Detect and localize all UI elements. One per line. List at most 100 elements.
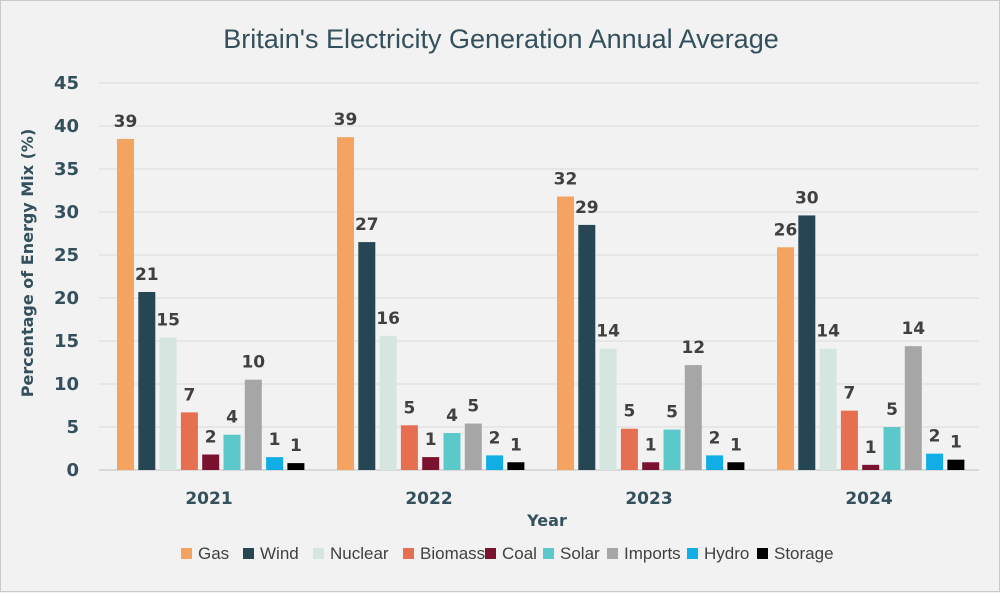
data-label-biomass-2022: 5 xyxy=(403,398,415,418)
data-label-wind-2021: 21 xyxy=(135,265,159,285)
bar-imports-2023 xyxy=(684,365,702,470)
bar-storage-2024 xyxy=(947,459,965,470)
bar-solar-2024 xyxy=(883,427,901,470)
y-tick-label: 30 xyxy=(54,202,79,223)
bar-imports-2022 xyxy=(464,423,482,470)
data-label-gas-2022: 39 xyxy=(334,110,358,130)
bar-storage-2021 xyxy=(287,463,305,470)
legend-label-gas: Gas xyxy=(198,544,229,563)
bar-nuclear-2022 xyxy=(379,335,397,470)
legend: Gas Wind Nuclear Biomass Coal Solar Imports Hyd… xyxy=(181,544,834,563)
legend-label-imports: Imports xyxy=(624,544,681,563)
y-tick-label: 35 xyxy=(54,159,79,180)
data-label-imports-2021: 10 xyxy=(241,353,265,373)
bars xyxy=(117,137,965,470)
x-axis-label: Year xyxy=(526,511,567,530)
bar-biomass-2022 xyxy=(400,425,418,470)
bar-nuclear-2024 xyxy=(819,348,837,470)
data-label-coal-2021: 2 xyxy=(205,428,217,448)
y-tick-label: 5 xyxy=(66,417,79,438)
legend-swatch-storage xyxy=(757,548,768,559)
data-label-solar-2024: 5 xyxy=(886,400,898,420)
x-tick-label: 2021 xyxy=(185,489,232,509)
bar-solar-2023 xyxy=(663,429,681,470)
bar-wind-2021 xyxy=(138,291,156,470)
legend-swatch-wind xyxy=(243,548,254,559)
y-tick-label: 20 xyxy=(54,288,79,309)
y-tick-label: 45 xyxy=(54,73,79,94)
legend-label-storage: Storage xyxy=(774,544,834,563)
x-tick-label: 2024 xyxy=(845,489,892,509)
data-label-storage-2024: 1 xyxy=(950,433,962,453)
data-label-nuclear-2021: 15 xyxy=(156,311,180,331)
bar-wind-2022 xyxy=(358,242,376,470)
data-label-coal-2022: 1 xyxy=(425,430,437,450)
bar-coal-2021 xyxy=(202,454,220,470)
legend-swatch-hydro xyxy=(687,548,698,559)
data-label-storage-2023: 1 xyxy=(730,435,742,455)
data-label-nuclear-2023: 14 xyxy=(596,322,620,342)
data-label-storage-2021: 1 xyxy=(290,436,302,456)
legend-swatch-nuclear xyxy=(313,548,324,559)
data-label-imports-2023: 12 xyxy=(681,338,705,358)
bar-imports-2024 xyxy=(904,346,922,470)
data-label-biomass-2023: 5 xyxy=(623,402,635,422)
bar-solar-2021 xyxy=(223,434,241,470)
y-tick-label: 15 xyxy=(54,331,79,352)
data-label-nuclear-2024: 14 xyxy=(816,322,840,342)
bar-hydro-2023 xyxy=(706,455,724,470)
y-tick-label: 0 xyxy=(66,460,79,481)
legend-swatch-biomass xyxy=(403,548,414,559)
data-label-gas-2024: 26 xyxy=(774,220,798,240)
bar-wind-2024 xyxy=(798,215,816,470)
data-label-biomass-2021: 7 xyxy=(183,385,195,405)
bar-wind-2023 xyxy=(578,224,596,470)
legend-label-solar: Solar xyxy=(560,544,600,563)
bar-gas-2022 xyxy=(337,137,354,470)
data-label-hydro-2022: 2 xyxy=(489,428,501,448)
y-tick-label: 40 xyxy=(54,116,79,137)
legend-swatch-gas xyxy=(181,548,192,559)
bar-storage-2023 xyxy=(727,462,745,470)
bar-hydro-2024 xyxy=(926,453,944,470)
data-label-solar-2023: 5 xyxy=(666,403,678,423)
y-axis-ticks: 0 5 10 15 20 25 30 35 40 45 xyxy=(54,73,79,481)
data-label-imports-2024: 14 xyxy=(901,319,925,339)
y-axis-label: Percentage of Energy Mix (%) xyxy=(18,129,37,398)
data-label-hydro-2021: 1 xyxy=(269,430,281,450)
legend-label-nuclear: Nuclear xyxy=(330,544,389,563)
bar-solar-2022 xyxy=(443,433,461,470)
bar-biomass-2024 xyxy=(840,410,858,470)
y-tick-label: 25 xyxy=(54,245,79,266)
bar-imports-2021 xyxy=(244,379,262,470)
data-label-coal-2023: 1 xyxy=(645,435,657,455)
bar-coal-2023 xyxy=(642,462,660,470)
data-label-coal-2024: 1 xyxy=(865,438,877,458)
legend-swatch-solar xyxy=(543,548,554,559)
data-label-solar-2022: 4 xyxy=(446,406,458,426)
y-tick-label: 10 xyxy=(54,374,79,395)
data-label-solar-2021: 4 xyxy=(226,408,238,428)
bar-storage-2022 xyxy=(507,462,525,470)
data-label-gas-2023: 32 xyxy=(554,170,578,190)
legend-swatch-imports xyxy=(607,548,618,559)
chart-title: Britain's Electricity Generation Annual … xyxy=(223,24,778,54)
data-label-imports-2022: 5 xyxy=(467,397,479,417)
data-label-wind-2023: 29 xyxy=(575,198,599,218)
x-tick-label: 2023 xyxy=(625,489,672,509)
bar-nuclear-2021 xyxy=(159,337,177,470)
bar-coal-2022 xyxy=(422,457,440,470)
bar-coal-2024 xyxy=(862,464,880,470)
data-label-wind-2024: 30 xyxy=(795,188,819,208)
legend-label-biomass: Biomass xyxy=(420,544,485,563)
legend-swatch-coal xyxy=(485,548,496,559)
bar-hydro-2021 xyxy=(266,457,284,470)
data-label-storage-2022: 1 xyxy=(510,435,522,455)
data-label-gas-2021: 39 xyxy=(114,112,138,132)
bar-gas-2024 xyxy=(777,247,794,470)
x-axis-ticks: 2021 2022 2023 2024 xyxy=(185,489,892,509)
bar-biomass-2023 xyxy=(620,428,638,470)
